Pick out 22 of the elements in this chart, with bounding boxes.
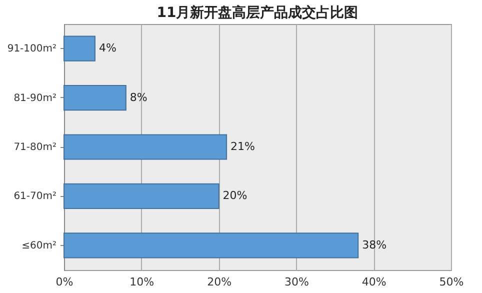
y-tick-label: ≤60m² bbox=[22, 240, 56, 252]
x-tick-label: 50% bbox=[439, 276, 464, 288]
data-label: 8% bbox=[130, 90, 148, 104]
x-tick-label: 10% bbox=[130, 276, 154, 288]
data-label: 20% bbox=[222, 189, 248, 202]
x-tick-label: 0% bbox=[56, 276, 74, 288]
x-tick-label: 20% bbox=[207, 276, 232, 288]
data-label: 38% bbox=[362, 238, 387, 252]
data-label: 4% bbox=[98, 42, 116, 55]
bar bbox=[64, 134, 228, 160]
chart-title: 11月新开盘高层产品成交占比图 bbox=[156, 4, 358, 21]
data-label: 21% bbox=[230, 140, 255, 153]
bar bbox=[64, 183, 220, 209]
y-tick-label: 61-70m² bbox=[14, 191, 56, 202]
y-tick-label: 71-80m² bbox=[14, 142, 56, 153]
bar bbox=[64, 85, 126, 111]
y-tick-label: 81-90m² bbox=[14, 92, 56, 104]
y-tick-label: 91-100m² bbox=[7, 44, 56, 55]
bar bbox=[64, 36, 96, 62]
bar bbox=[64, 232, 359, 258]
x-tick-label: 40% bbox=[362, 276, 386, 288]
x-tick-label: 30% bbox=[284, 276, 309, 288]
